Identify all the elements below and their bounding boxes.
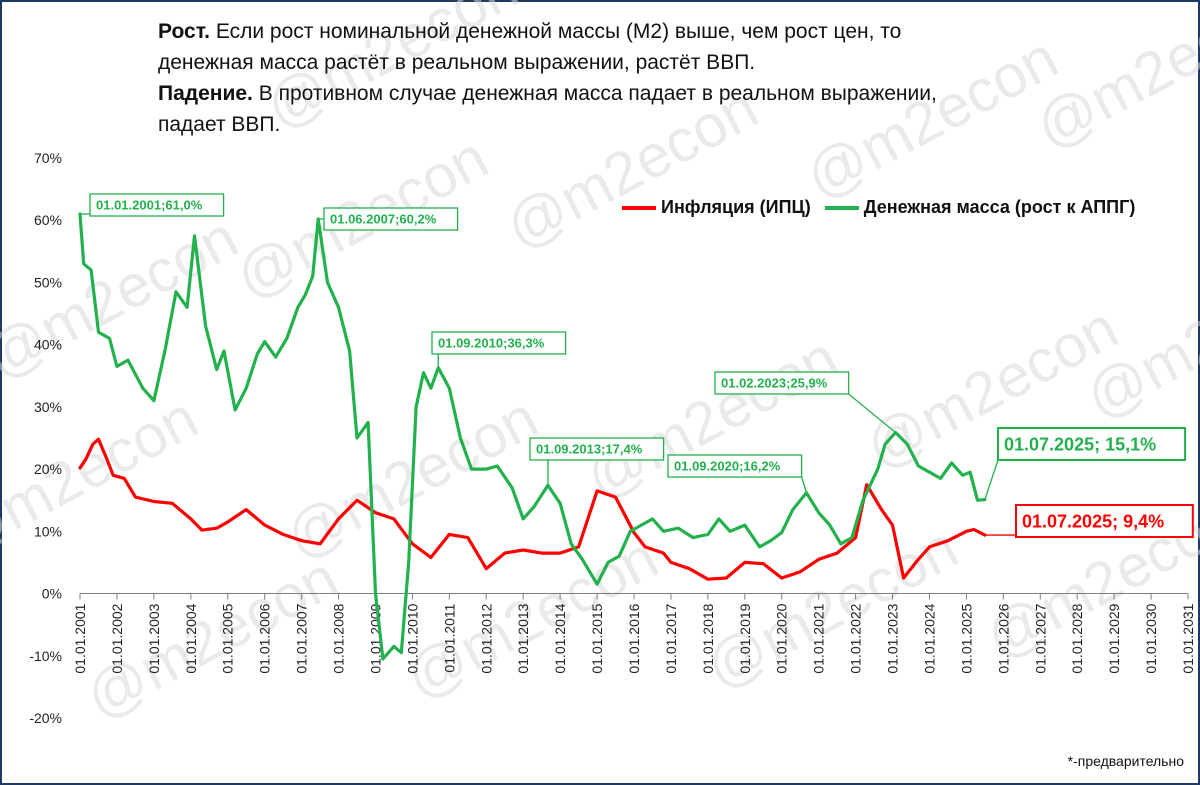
y-tick-label: 10% — [34, 523, 62, 539]
annotation-label: 01.02.2023;25,9% — [721, 376, 828, 391]
annotation-leader — [800, 476, 808, 493]
y-tick-label: 20% — [34, 461, 62, 477]
caption-line-2: денежная масса растёт в реальном выражен… — [158, 51, 756, 74]
x-tick-label: 01.01.2008 — [331, 603, 347, 673]
legend-label-money: Денежная масса (рост к АППГ) — [863, 197, 1136, 217]
caption-line-4: падает ВВП. — [158, 113, 281, 136]
x-tick-label: 01.01.2029 — [1106, 603, 1122, 673]
annotation-layer: 01.01.2001;61,0% 01.06.2007;60,2% 01.09.20… — [80, 193, 1194, 538]
caption-line-3: В противном случае денежная масса падает… — [252, 82, 937, 105]
legend-item-inflation: Инфляция (ИПЦ) — [622, 197, 811, 218]
x-tick-label: 01.01.2031 — [1180, 603, 1196, 673]
annotation-label: 01.09.2013;17,4% — [536, 442, 643, 457]
x-tick-label: 01.01.2003 — [146, 603, 162, 673]
annotation-leader — [984, 459, 999, 500]
x-tick-label: 01.01.2017 — [663, 603, 679, 673]
x-tick-label: 01.01.2010 — [404, 603, 420, 673]
x-tick-label: 01.01.2022 — [848, 603, 864, 673]
footnote: *-предварительно — [1067, 753, 1184, 769]
chart-legend: Инфляция (ИПЦ) Денежная масса (рост к АП… — [622, 197, 1135, 218]
axis-layer: 70% 60% 50% 40% 30% 20% 10% 0% -10% -20% 01.01.200… — [29, 150, 1196, 726]
x-tick-label: 01.01.2015 — [589, 603, 605, 673]
legend-label-inflation: Инфляция (ИПЦ) — [661, 197, 811, 217]
annotation-box — [997, 427, 1187, 461]
annotation-label: 01.09.2010;36,3% — [438, 336, 545, 351]
legend-swatch-inflation — [622, 205, 656, 210]
x-tick-label: 01.01.2002 — [109, 603, 125, 673]
annotation-box — [1015, 504, 1194, 538]
x-tick-label: 01.01.2025 — [958, 603, 974, 673]
x-tick-label: 01.01.2013 — [515, 603, 531, 673]
x-tick-label: 01.01.2018 — [700, 603, 716, 673]
caption-growth-label: Рост. — [158, 20, 210, 43]
y-tick-label: 0% — [42, 586, 62, 602]
x-tick-label: 01.01.2027 — [1032, 603, 1048, 673]
watermark-text: @m2econ — [0, 384, 208, 572]
caption-decline-label: Падение. — [158, 82, 253, 105]
annotation-leader — [848, 393, 896, 433]
series-layer — [78, 212, 987, 661]
annotation-label: 01.07.2025; 15,1% — [1004, 434, 1156, 454]
annotation-box — [529, 437, 665, 461]
x-tick-label: 01.01.2007 — [294, 603, 310, 673]
x-tick-label: 01.01.2004 — [183, 603, 199, 673]
x-tick-label: 01.01.2026 — [995, 603, 1011, 673]
watermark-text: @m2econ — [575, 324, 849, 512]
x-tick-label: 01.01.2011 — [441, 603, 457, 672]
caption-line-1: Если рост номинальной денежной массы (М2… — [210, 20, 902, 43]
annotation-label: 01.09.2020;16,2% — [674, 459, 781, 474]
x-tick-label: 01.01.2023 — [885, 603, 901, 673]
y-tick-label: 60% — [34, 212, 62, 228]
x-tick-label: 01.01.2016 — [626, 603, 642, 673]
x-tick-label: 01.01.2019 — [737, 603, 753, 673]
legend-item-money: Денежная масса (рост к АППГ) — [824, 197, 1136, 218]
y-tick-label: 40% — [34, 337, 62, 353]
annotation-box — [667, 454, 803, 478]
series-line-inflation — [78, 437, 987, 581]
annotation-label: 01.06.2007;60,2% — [330, 212, 437, 227]
x-tick-label: 01.01.2006 — [257, 603, 273, 673]
x-tick-label: 01.01.2012 — [478, 603, 494, 673]
series-line-money — [78, 212, 987, 661]
y-tick-label: 70% — [34, 150, 62, 166]
y-tick-label: 50% — [34, 274, 62, 290]
x-tick-label: 01.01.2020 — [774, 603, 790, 673]
annotation-box — [714, 371, 850, 395]
x-tick-label: 01.01.2030 — [1143, 603, 1159, 673]
legend-swatch-money — [824, 205, 859, 210]
y-tick-label: -10% — [29, 648, 62, 664]
x-tick-label: 01.01.2021 — [811, 603, 827, 673]
x-tick-label: 01.01.2005 — [220, 603, 236, 673]
x-tick-label: 01.01.2014 — [552, 603, 568, 673]
y-tick-label: 30% — [34, 399, 62, 415]
annotation-label: 01.01.2001;61,0% — [96, 198, 203, 213]
annotation-box — [431, 331, 567, 355]
x-tick-label: 01.01.2028 — [1069, 603, 1085, 673]
x-tick-label: 01.01.2001 — [72, 603, 88, 673]
y-tick-label: -20% — [29, 710, 62, 726]
chart-caption: Рост. Если рост номинальной денежной мас… — [158, 16, 1098, 140]
annotation-box — [323, 207, 459, 231]
annotation-box — [89, 193, 225, 217]
annotation-label: 01.07.2025; 9,4% — [1022, 511, 1164, 531]
x-tick-label: 01.01.2024 — [921, 603, 937, 673]
